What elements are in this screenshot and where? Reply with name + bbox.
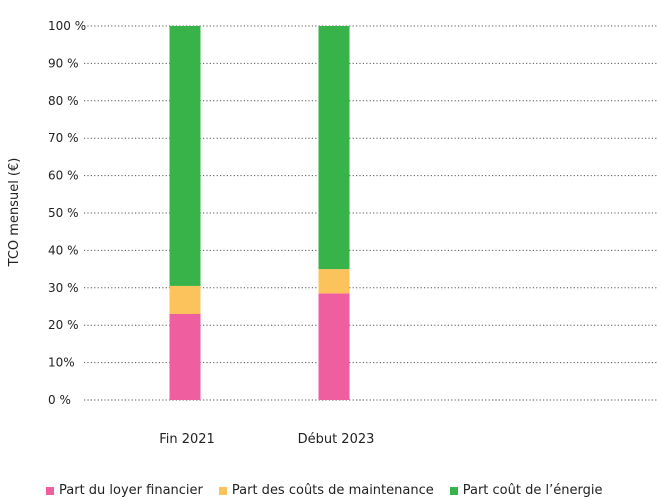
bar-segment xyxy=(169,285,201,314)
y-tick-label: 10% xyxy=(48,356,75,370)
y-tick-label: 90 % xyxy=(48,56,79,70)
y-tick-label: 70 % xyxy=(48,131,79,145)
y-tick-label: 80 % xyxy=(48,94,79,108)
legend-swatch xyxy=(46,486,54,495)
legend-item: Part coût de l’énergie xyxy=(449,483,603,498)
y-tick-label: 100 % xyxy=(48,19,86,33)
bar-segment xyxy=(169,313,201,400)
x-tick-label: Début 2023 xyxy=(298,432,375,447)
legend-swatch xyxy=(449,486,458,495)
legend-label: Part coût de l’énergie xyxy=(462,483,603,498)
y-tick-label: 30 % xyxy=(48,281,79,295)
y-tick-labels: 0 % 10% 20 % 30 % 40 % 50 % 60 % 70 % 80 % 90 % 10… xyxy=(48,19,86,407)
bar-segment xyxy=(318,293,350,400)
y-tick-label: 60 % xyxy=(48,169,79,183)
y-tick-label: 40 % xyxy=(48,243,79,257)
bar-segment xyxy=(318,26,350,270)
bar-segment xyxy=(169,26,201,286)
legend-item: Part du loyer financier xyxy=(46,483,203,498)
legend-item: Part des coûts de maintenance xyxy=(218,483,434,498)
x-tick-labels: Fin 2021 Début 2023 xyxy=(159,432,374,447)
y-axis-label: TCO mensuel (€) xyxy=(7,158,22,268)
bars xyxy=(169,26,350,400)
legend-label: Part du loyer financier xyxy=(59,483,203,498)
y-tick-label: 50 % xyxy=(48,206,79,220)
x-tick-label: Fin 2021 xyxy=(159,432,215,447)
bar-segment xyxy=(318,269,350,294)
legend-swatch xyxy=(218,486,227,495)
y-tick-label: 20 % xyxy=(48,318,79,332)
legend: Part du loyer financier Part des coûts de… xyxy=(46,483,602,498)
y-tick-label: 0 % xyxy=(48,393,71,407)
chart-svg: TCO mensuel (€) 0 % 10% 20 % 30 % 40 % 50 % 60… xyxy=(7,19,658,447)
legend-label: Part des coûts de maintenance xyxy=(231,483,434,498)
